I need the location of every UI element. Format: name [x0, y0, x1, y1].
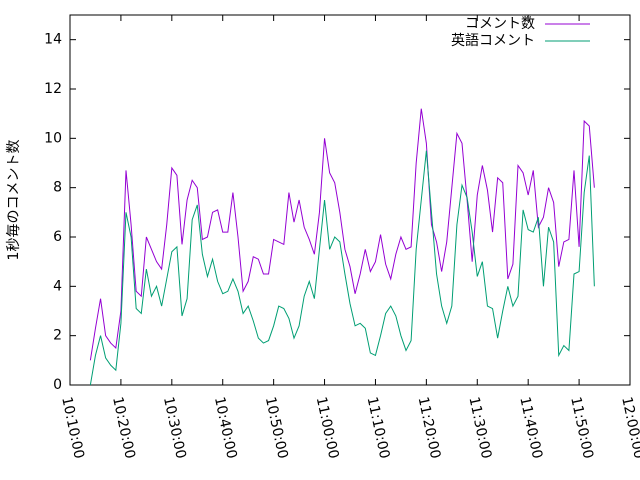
x-tick-label: 11:20:00	[415, 395, 444, 460]
x-tick-label: 10:10:00	[58, 395, 87, 460]
y-tick-label: 14	[44, 32, 62, 48]
x-tick-label: 12:00:00	[618, 395, 640, 460]
series-line	[89, 108, 595, 361]
x-tick-label: 10:30:00	[160, 395, 189, 460]
x-tick-label: 10:40:00	[211, 395, 240, 460]
x-tick-label: 10:50:00	[262, 395, 291, 460]
y-tick-label: 6	[53, 229, 62, 245]
x-tick-label: 11:10:00	[364, 395, 393, 460]
x-tick-label: 11:50:00	[567, 395, 596, 460]
y-axis-label: 1秒毎のコメント数	[6, 140, 22, 261]
x-tick-label: 11:40:00	[516, 395, 545, 460]
series-line	[89, 150, 595, 386]
legend-label: コメント数	[465, 16, 535, 32]
y-tick-label: 4	[53, 278, 62, 294]
plot-border	[69, 14, 631, 386]
x-tick-label: 11:00:00	[313, 395, 342, 460]
legend-label: 英語コメント	[451, 32, 535, 49]
y-tick-label: 12	[44, 81, 62, 97]
x-tick-label: 11:30:00	[465, 395, 494, 460]
y-tick-label: 2	[53, 328, 62, 344]
x-tick-label: 10:20:00	[109, 395, 138, 460]
y-tick-label: 0	[53, 377, 62, 393]
y-tick-label: 8	[53, 180, 62, 196]
y-tick-label: 10	[44, 130, 62, 146]
